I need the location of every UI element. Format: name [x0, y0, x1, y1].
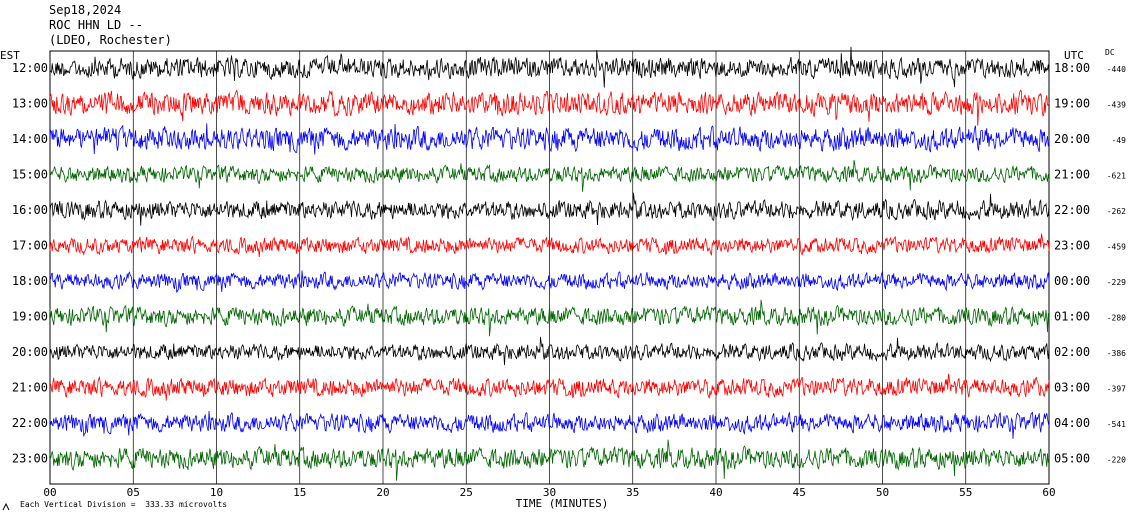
utc-hour-label: 00:00	[1054, 274, 1090, 288]
minute-gridlines	[49, 51, 1050, 484]
utc-hour-label: 01:00	[1054, 310, 1090, 324]
seismic-traces	[49, 46, 1050, 481]
x-tick-label: 35	[626, 486, 639, 499]
trace-2200	[49, 410, 1050, 439]
left-axis-title: EST	[0, 49, 20, 62]
dc-offset-label: -262	[1107, 207, 1126, 216]
dc-offset-label: -229	[1107, 278, 1126, 287]
trace-2300	[49, 439, 1050, 481]
utc-hour-label: 03:00	[1054, 381, 1090, 395]
x-tick-label: 15	[293, 486, 306, 499]
dc-offset-label: -386	[1107, 349, 1126, 358]
utc-hour-label: 19:00	[1054, 97, 1090, 111]
x-tick-label: 00	[43, 486, 56, 499]
est-hour-label: 14:00	[12, 132, 48, 146]
trace-1800	[49, 270, 1050, 293]
dc-offset-label: -439	[1107, 101, 1126, 110]
utc-hour-label: 05:00	[1054, 452, 1090, 466]
scale-footnote: Each Vertical Division = 333.33 microvol…	[20, 500, 228, 509]
x-tick-label: 30	[543, 486, 556, 499]
scale-icon	[2, 503, 10, 511]
utc-hour-label: 23:00	[1054, 239, 1090, 253]
est-hour-label: 15:00	[12, 168, 48, 182]
est-hour-label: 22:00	[12, 416, 48, 430]
dc-offset-label: -541	[1107, 420, 1126, 429]
x-tick-label: 40	[709, 486, 722, 499]
est-hour-label: 18:00	[12, 274, 48, 288]
est-hour-label: 16:00	[12, 203, 48, 217]
trace-1300	[49, 89, 1050, 126]
trace-1200	[49, 46, 1050, 88]
est-hour-label: 17:00	[12, 239, 48, 253]
dc-offset-label: -397	[1107, 385, 1126, 394]
trace-1600	[49, 192, 1050, 226]
dc-offset-label: -280	[1107, 314, 1126, 323]
dc-offset-label: -621	[1107, 172, 1126, 181]
trace-1700	[49, 233, 1050, 258]
x-tick-label: 55	[959, 486, 972, 499]
x-tick-label: 25	[460, 486, 473, 499]
utc-hour-label: 22:00	[1054, 203, 1090, 217]
x-tick-labels: 00 05 10 15 20 25 30 35 40 45 50 55 60	[43, 486, 1055, 499]
utc-hour-label: 20:00	[1054, 132, 1090, 146]
station-code: ROC HHN LD --	[49, 18, 143, 32]
utc-hour-labels: 18:00 19:00 20:00 21:00 22:00 23:00 00:00 01:00…	[1054, 61, 1090, 466]
trace-2100	[49, 373, 1050, 401]
est-hour-label: 20:00	[12, 345, 48, 359]
trace-2000	[49, 336, 1050, 366]
dc-column-title: DC	[1105, 48, 1115, 57]
trace-1500	[49, 159, 1050, 192]
chart-date: Sep18,2024	[49, 3, 122, 17]
x-tick-label: 05	[127, 486, 140, 499]
x-tick-label: 60	[1042, 486, 1055, 499]
station-network: (LDEO, Rochester)	[49, 33, 172, 47]
utc-hour-label: 18:00	[1054, 61, 1090, 75]
utc-hour-label: 21:00	[1054, 168, 1090, 182]
est-hour-label: 21:00	[12, 381, 48, 395]
x-tick-label: 20	[376, 486, 389, 499]
dc-offset-label: -459	[1107, 243, 1126, 252]
x-tick-label: 10	[210, 486, 223, 499]
dc-offset-label: -440	[1107, 65, 1126, 74]
x-axis-label: TIME (MINUTES)	[516, 497, 609, 510]
utc-hour-label: 04:00	[1054, 416, 1090, 430]
trace-1400	[49, 123, 1050, 155]
dc-offset-label: -49	[1112, 136, 1127, 145]
utc-hour-label: 02:00	[1054, 345, 1090, 359]
est-hour-label: 19:00	[12, 310, 48, 324]
est-hour-labels: 12:00 13:00 14:00 15:00 16:00 17:00 18:00 19:00…	[12, 61, 48, 466]
x-tick-label: 45	[793, 486, 806, 499]
est-hour-label: 13:00	[12, 97, 48, 111]
est-hour-label: 12:00	[12, 61, 48, 75]
dc-offset-labels: -440 -439 -49 -621 -262 -459 -229 -280 -386 -397 -…	[1107, 65, 1126, 465]
est-hour-label: 23:00	[12, 452, 48, 466]
dc-offset-label: -220	[1107, 456, 1126, 465]
trace-1900	[49, 299, 1050, 337]
x-tick-label: 50	[876, 486, 889, 499]
right-axis-title: UTC	[1064, 49, 1084, 62]
